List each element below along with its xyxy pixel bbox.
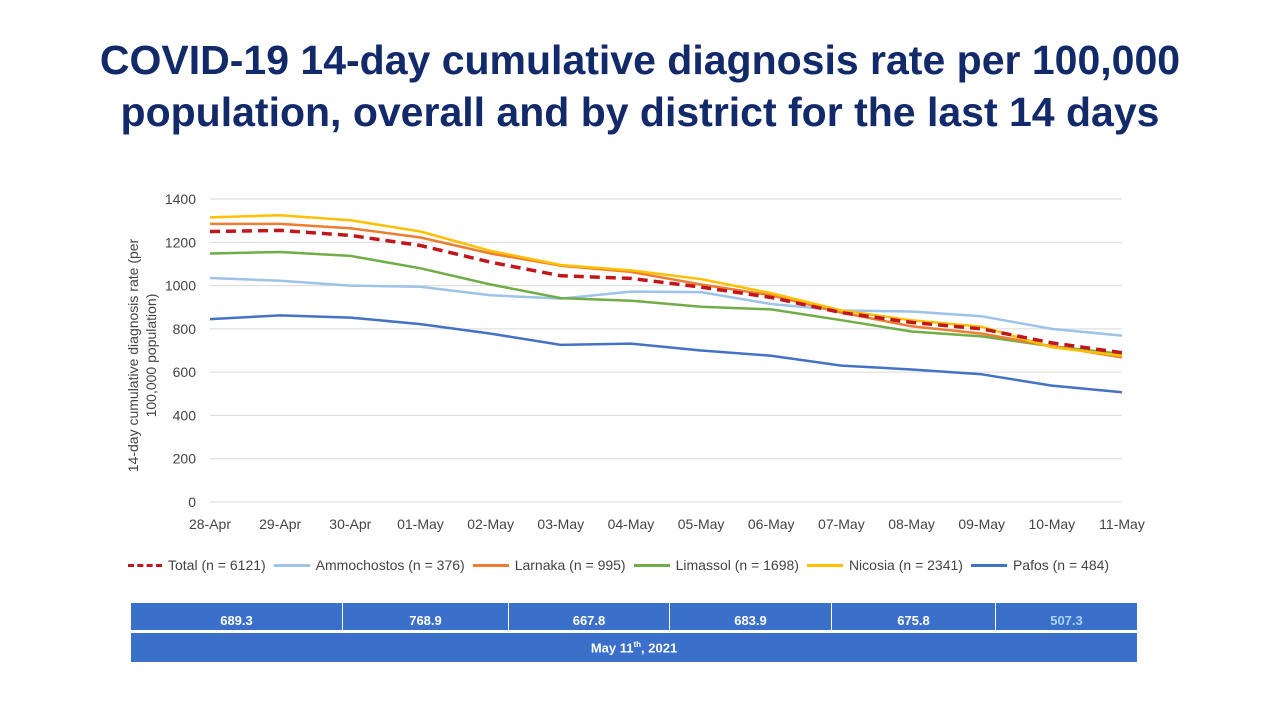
legend-swatch [128, 563, 162, 567]
legend-swatch [970, 563, 1007, 567]
legend-label: Limassol (n = 1698) [675, 557, 799, 573]
y-axis-label: 14-day cumulative diagnosis rate (per 100… [125, 238, 159, 472]
legend-swatch [472, 563, 509, 567]
summary-value-cell: 768.9 [343, 603, 509, 630]
x-tick-label: 06-May [748, 516, 795, 532]
summary-date-row: May 11th, 2021 [131, 633, 1137, 662]
legend-swatch [806, 563, 843, 567]
chart-title: COVID-19 14-day cumulative diagnosis rat… [0, 34, 1280, 138]
x-tick-label: 28-Apr [189, 516, 231, 532]
x-tick-label: 03-May [537, 516, 584, 532]
legend-item: Total (n = 6121) [128, 557, 266, 573]
legend-item: Pafos (n = 484) [970, 557, 1110, 573]
summary-date: May 11th, 2021 [590, 639, 678, 656]
x-tick-label: 09-May [958, 516, 1005, 532]
y-tick-label: 400 [173, 407, 197, 423]
y-tick-label: 1000 [165, 278, 196, 294]
legend-item: Larnaka (n = 995) [472, 557, 626, 573]
legend-label: Pafos (n = 484) [1012, 557, 1110, 573]
summary-table: 689.3 768.9 667.8 683.9 675.8 507.3 May 11th,… [131, 603, 1137, 662]
series-line-larnaka [210, 222, 1123, 359]
x-tick-label: 01-May [397, 516, 444, 532]
summary-value-cell: 683.9 [670, 603, 832, 630]
x-tick-label: 08-May [888, 516, 935, 532]
legend: Total (n = 6121) Ammochostos (n = 376) Lar… [128, 555, 1117, 575]
series-line-total [209, 228, 1123, 355]
legend-item: Limassol (n = 1698) [633, 557, 799, 573]
x-tick-label: 29-Apr [259, 516, 301, 532]
legend-label: Nicosia (n = 2341) [848, 557, 963, 573]
y-tick-label: 800 [173, 321, 197, 337]
summary-values-row: 689.3 768.9 667.8 683.9 675.8 507.3 [131, 603, 1137, 630]
series-line-ammochostos [209, 276, 1123, 337]
summary-value-cell: 507.3 [996, 603, 1137, 630]
x-tick-label: 04-May [608, 516, 655, 532]
y-tick-labels: 0 200 400 600 800 1000 1200 1400 [165, 191, 196, 510]
x-tick-label: 10-May [1029, 516, 1076, 532]
y-tick-label: 200 [173, 451, 197, 467]
summary-value-cell: 675.8 [832, 603, 996, 630]
grid-lines [210, 198, 1122, 503]
legend-label: Larnaka (n = 995) [514, 557, 626, 573]
y-tick-label: 600 [173, 364, 197, 380]
legend-label: Ammochostos (n = 376) [315, 557, 465, 573]
title-line-1: COVID-19 14-day cumulative diagnosis rat… [99, 37, 1181, 83]
series-lines [209, 213, 1123, 394]
line-chart: 0 200 400 600 800 1000 1200 1400 28-Apr 29-Apr 30… [125, 191, 1145, 532]
x-tick-label: 11-May [1099, 516, 1145, 532]
x-tick-label: 02-May [467, 516, 514, 532]
legend-label: Total (n = 6121) [168, 557, 266, 573]
y-tick-label: 1200 [165, 234, 196, 250]
series-line-pafos [209, 314, 1123, 394]
legend-swatch [633, 563, 670, 567]
legend-swatch [273, 563, 310, 567]
summary-value-cell: 667.8 [509, 603, 670, 630]
legend-item: Ammochostos (n = 376) [273, 557, 465, 573]
series-line-nicosia [209, 213, 1123, 357]
y-tick-label: 1400 [165, 191, 196, 207]
x-tick-label: 07-May [818, 516, 865, 532]
x-tick-labels: 28-Apr 29-Apr 30-Apr 01-May 02-May 03-May 04-M… [189, 516, 1145, 532]
title-line-2: population, overall and by district for … [120, 89, 1160, 135]
summary-value-cell: 689.3 [131, 603, 343, 630]
y-tick-label: 0 [188, 494, 196, 510]
x-tick-label: 05-May [678, 516, 725, 532]
x-tick-label: 30-Apr [329, 516, 371, 532]
legend-item: Nicosia (n = 2341) [806, 557, 963, 573]
series-line-limassol [209, 250, 1123, 356]
